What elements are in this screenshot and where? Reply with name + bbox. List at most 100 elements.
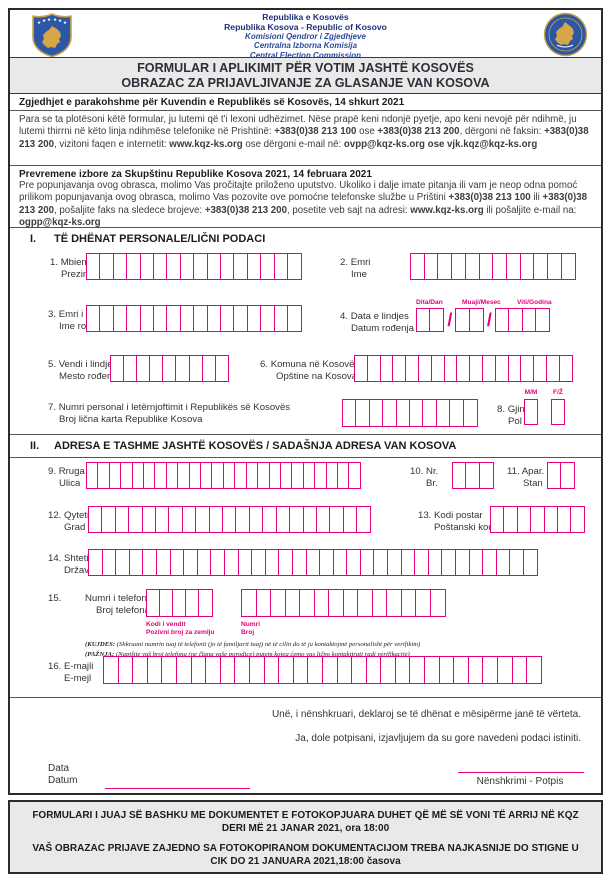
phone-note-sr: (PAŽNJA: (Napišite vaš broj telefona (ne… xyxy=(85,650,410,658)
section-1-header: I. TË DHËNAT PERSONALE/LIČNI PODACI xyxy=(10,227,601,256)
birthdate-day-sublabel: Dita/Dan xyxy=(416,299,443,306)
kosovo-shield-emblem-icon: ★ ★ ★ ★ ★ ★ xyxy=(30,13,74,58)
field-label-firstname: 2. Emri Ime xyxy=(340,257,371,280)
form-title-sr: OBRAZAC ZA PRIJAVLJIVANJE ZA GLASANJE VA… xyxy=(121,76,490,90)
country-input-boxes[interactable] xyxy=(88,549,539,576)
birthdate-month-boxes[interactable] xyxy=(455,308,484,332)
char-box[interactable] xyxy=(429,589,446,617)
org-line: Central Election Commission xyxy=(249,50,362,60)
declaration-divider xyxy=(10,697,601,698)
field-label-email: 16. E-majli E-mejl xyxy=(48,661,94,684)
parent-name-input-boxes[interactable] xyxy=(86,305,303,332)
char-box[interactable] xyxy=(560,462,576,489)
date-separator: / xyxy=(486,310,492,330)
field-label-birthplace: 5. Vendi i lindjes Mesto rođena xyxy=(48,359,118,382)
date-separator: / xyxy=(447,310,453,330)
char-box[interactable] xyxy=(214,355,230,382)
field-label-phone: Numri i telefonit Broj telefona xyxy=(85,593,152,616)
instructions-paragraph-sr: Pre popunjavanja ovog obrasca, molimo Va… xyxy=(19,180,587,229)
char-box[interactable] xyxy=(558,355,574,382)
char-box[interactable] xyxy=(198,589,213,617)
instructions-paragraph-al: Para se ta plotësoni këtë formular, ju l… xyxy=(10,111,601,166)
deadline-sr: VAŠ OBRAZAC PRIJAVE ZAJEDNO SA FOTOKOPIR… xyxy=(32,843,579,867)
municipality-input-boxes[interactable] xyxy=(354,355,574,382)
field-label-personal-number: 7. Numri personal i letërnjoftimit i Rep… xyxy=(48,402,291,425)
street-input-boxes[interactable] xyxy=(86,462,362,489)
org-line: Republika e Kosovës xyxy=(262,12,349,22)
gender-female-checkbox[interactable] xyxy=(551,399,565,425)
deadline-al: FORMULARI I JUAJ SË BASHKU ME DOKUMENTET… xyxy=(32,810,579,834)
org-title-block: Republika e Kosovës Republika Kosova - R… xyxy=(90,12,521,60)
field-number-phone: 15. xyxy=(48,593,62,604)
field-label-postal-code: 13. Kodi postar Poštanski kod xyxy=(418,510,494,533)
birthplace-input-boxes[interactable] xyxy=(110,355,230,382)
gender-female-sublabel: F/Ž xyxy=(553,389,563,396)
apartment-input-boxes[interactable] xyxy=(547,462,576,489)
postal-code-input-boxes[interactable] xyxy=(490,506,586,533)
char-box[interactable] xyxy=(478,462,494,489)
phone-note-al: (KUJDES: (Shkruani numrin tuaj të telefo… xyxy=(85,641,421,648)
char-box[interactable] xyxy=(523,549,539,576)
birthdate-year-boxes[interactable] xyxy=(494,308,551,332)
form-title-al: FORMULAR I APLIKIMIT PËR VOTIM JASHTË KO… xyxy=(137,61,474,75)
char-box[interactable] xyxy=(535,308,551,332)
char-box[interactable] xyxy=(468,308,484,332)
char-box[interactable] xyxy=(348,462,362,489)
org-line: Republika Kosova - Republic of Kosovo xyxy=(224,21,387,32)
phone-number-sublabel: Numri Broj xyxy=(241,621,261,636)
section-1-number: I. xyxy=(30,233,37,245)
org-line: Komisioni Qendror i Zgjedhjeve xyxy=(245,32,366,42)
char-box[interactable] xyxy=(287,253,303,280)
field-label-municipality: 6. Komuna në Kosovë Opštine na Kosova xyxy=(260,359,358,382)
form-title: FORMULAR I APLIKIMIT PËR VOTIM JASHTË KO… xyxy=(10,57,601,94)
instructions-block-sr: Prevremene izbore za Skupštinu Republike… xyxy=(10,167,601,228)
section-1-title: TË DHËNAT PERSONALE/LIČNI PODACI xyxy=(54,233,266,245)
field-label-surname: 1. Mbiemri Prezime xyxy=(50,257,97,280)
svg-text:★: ★ xyxy=(37,20,41,26)
section-2-title: ADRESA E TASHME JASHTË KOSOVËS / SADAŠNJ… xyxy=(54,440,457,452)
date-label: Data Datum xyxy=(48,763,78,786)
city-input-boxes[interactable] xyxy=(88,506,372,533)
char-box[interactable] xyxy=(429,308,445,332)
svg-text:★: ★ xyxy=(53,17,57,23)
signature-input-line[interactable] xyxy=(458,772,584,773)
instructions-heading-al: Zgjedhjet e parakohshme për Kuvendin e R… xyxy=(10,94,601,111)
surname-input-boxes[interactable] xyxy=(86,253,303,280)
char-box[interactable] xyxy=(356,506,372,533)
phone-warning-notes: (KUJDES: (Shkruani numrin tuaj të telefo… xyxy=(85,640,420,659)
char-box[interactable] xyxy=(560,253,577,280)
gender-male-checkbox[interactable] xyxy=(524,399,538,425)
field-label-city: 12. Qyteti Grad xyxy=(48,510,90,533)
kqz-round-emblem-icon xyxy=(543,12,588,57)
char-box[interactable] xyxy=(462,399,478,427)
phone-country-code-boxes[interactable] xyxy=(146,589,213,617)
field-label-street-number: 10. Nr. Br. xyxy=(410,466,439,489)
form-frame: ★ ★ ★ ★ ★ ★ Republika e Kosovës Republika Ko… xyxy=(8,8,603,795)
char-box[interactable] xyxy=(526,656,543,684)
svg-text:★: ★ xyxy=(58,18,62,24)
signature-label: Nënshkrimi - Potpis xyxy=(476,776,564,787)
birthdate-month-sublabel: Muaji/Mesec xyxy=(462,299,501,306)
svg-text:★: ★ xyxy=(47,17,51,23)
street-number-input-boxes[interactable] xyxy=(452,462,494,489)
personal-number-input-boxes[interactable] xyxy=(342,399,478,427)
declaration-al: Unë, i nënshkruari, deklaroj se të dhëna… xyxy=(271,709,581,720)
date-input-line[interactable] xyxy=(105,788,250,789)
birthdate-year-sublabel: Viti/Godina xyxy=(517,299,552,306)
birthdate-input-row[interactable]: / / xyxy=(416,308,551,332)
field-label-parent-name: 3. Emri i prindit Ime roditelja xyxy=(48,309,112,332)
field-label-gender: 8. Gjinia Pol xyxy=(497,404,533,427)
birthdate-day-boxes[interactable] xyxy=(416,308,445,332)
firstname-input-boxes[interactable] xyxy=(410,253,577,280)
phone-country-code-sublabel: Kodi i vendit Pozivni broj za zemlju xyxy=(146,621,215,636)
section-2-number: II. xyxy=(30,440,40,452)
field-label-apartment: 11. Apar. Stan xyxy=(507,466,545,489)
email-input-boxes[interactable] xyxy=(103,656,543,684)
gender-male-sublabel: M/M xyxy=(524,389,538,396)
section-2-header: II. ADRESA E TASHME JASHTË KOSOVËS / SADA… xyxy=(10,434,601,458)
char-box[interactable] xyxy=(287,305,303,332)
instructions-heading-sr: Prevremene izbore za Skupštinu Republike… xyxy=(19,169,372,180)
char-box[interactable] xyxy=(570,506,586,533)
phone-number-boxes[interactable] xyxy=(241,589,446,617)
